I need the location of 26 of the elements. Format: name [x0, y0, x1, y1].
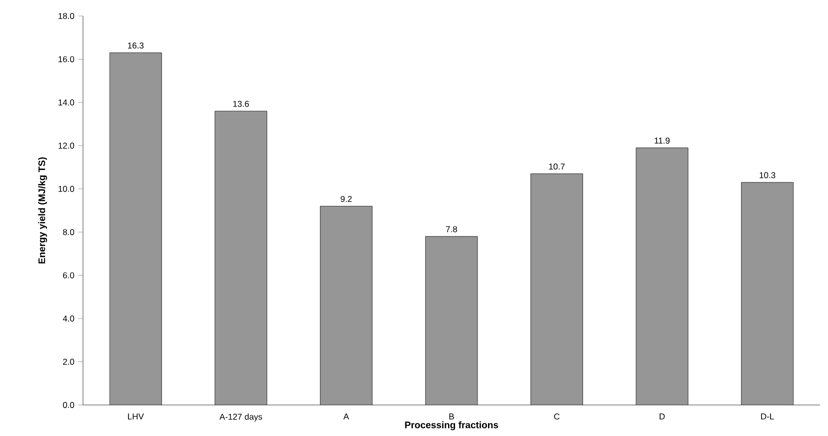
- x-tick-label: A-127 days: [219, 414, 262, 422]
- y-tick-label: 0.0: [62, 402, 74, 408]
- y-tick-label: 4.0: [62, 316, 74, 322]
- x-tick-label: B: [449, 414, 454, 420]
- y-axis-title: Energy yield (MJ/kg TS): [38, 157, 48, 264]
- y-tick-label: 6.0: [63, 272, 74, 278]
- x-tick-label: D: [660, 414, 665, 420]
- y-tick-label: 8.0: [63, 229, 74, 236]
- y-tick-label: 14.0: [58, 99, 74, 106]
- y-tick-label: 12.0: [58, 142, 74, 149]
- y-tick-label: 16.0: [58, 56, 74, 62]
- x-axis-title: Processing fractions: [405, 421, 498, 430]
- data-label: 7.8: [446, 226, 458, 232]
- y-tick-label: 18.0: [58, 12, 74, 19]
- data-label: 10.7: [549, 164, 565, 170]
- data-label: 16.3: [128, 42, 144, 49]
- x-tick-label: D-L: [761, 414, 774, 420]
- x-tick-label: A: [343, 414, 350, 420]
- data-label: 13.6: [233, 100, 249, 107]
- data-label: 9.2: [340, 196, 352, 202]
- y-tick-label: 2.0: [63, 358, 74, 365]
- data-label: 11.9: [654, 138, 670, 144]
- x-tick-label: LHV: [128, 414, 144, 420]
- x-tick-label: C: [554, 414, 560, 420]
- y-tick-label: 10.0: [58, 186, 74, 192]
- data-label: 10.3: [760, 172, 776, 178]
